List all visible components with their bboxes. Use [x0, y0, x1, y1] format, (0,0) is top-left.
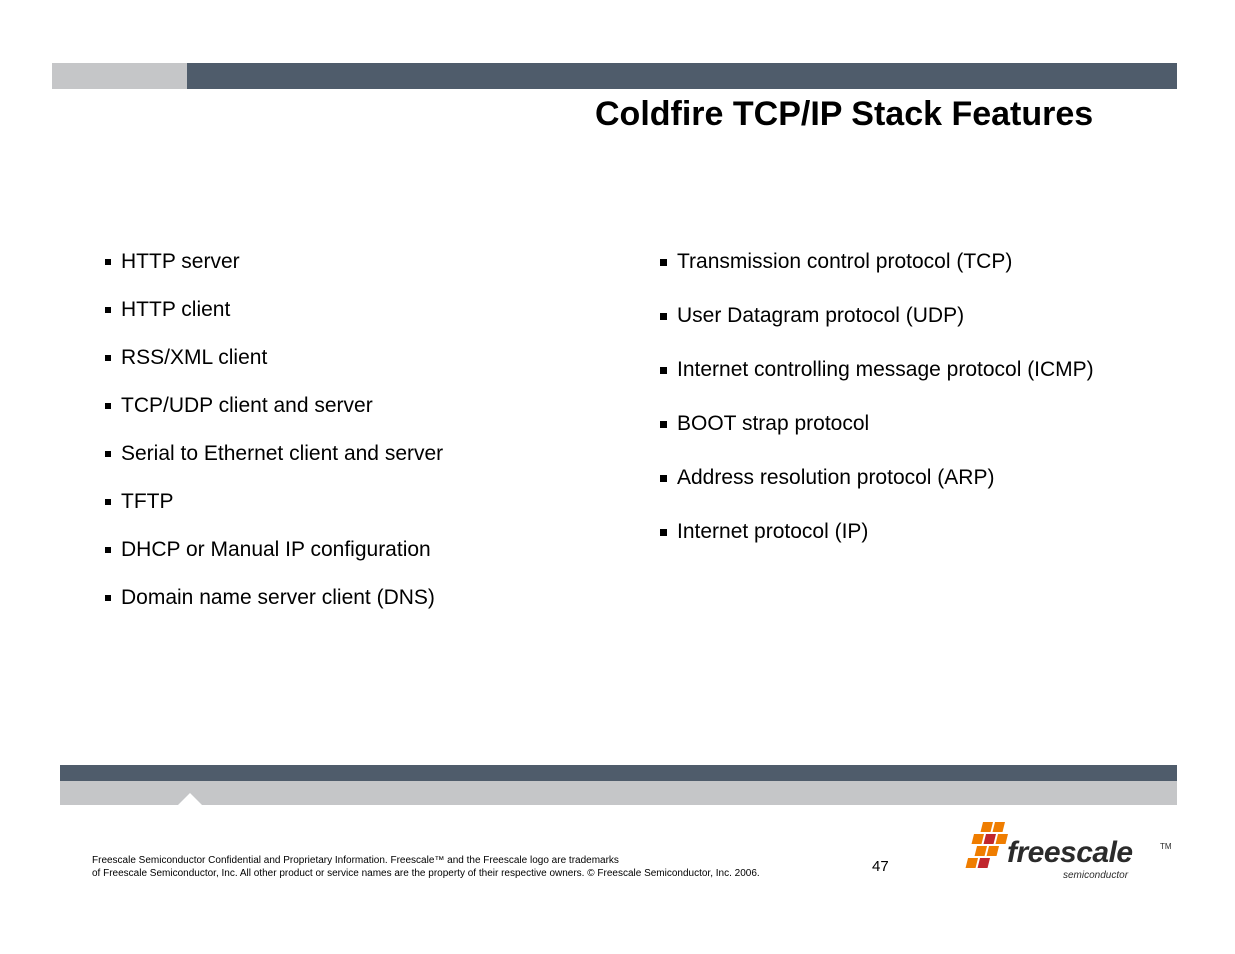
- page-number: 47: [872, 858, 889, 875]
- right-column: Transmission control protocol (TCP) User…: [630, 250, 1155, 634]
- slide-title: Coldfire TCP/IP Stack Features: [595, 95, 1093, 134]
- item-text: Domain name server client (DNS): [121, 586, 435, 610]
- bullet-icon: [660, 529, 667, 536]
- item-text: Internet controlling message protocol (I…: [677, 358, 1094, 382]
- left-column: HTTP server HTTP client RSS/XML client T…: [105, 250, 630, 634]
- logo-subtext: semiconductor: [1063, 870, 1128, 881]
- list-item: HTTP server: [105, 250, 600, 274]
- bullet-icon: [660, 313, 667, 320]
- footer-notch: [178, 793, 202, 805]
- header-gray-bar: [52, 63, 187, 89]
- list-item: Internet protocol (IP): [660, 520, 1155, 544]
- freescale-logo: freescale TM semiconductor: [965, 820, 1175, 890]
- footer-gray-bar: [60, 781, 1177, 805]
- bullet-icon: [660, 259, 667, 266]
- list-item: User Datagram protocol (UDP): [660, 304, 1155, 328]
- footer-disclaimer: Freescale Semiconductor Confidential and…: [92, 854, 852, 880]
- bullet-icon: [105, 451, 111, 457]
- item-text: TFTP: [121, 490, 174, 514]
- item-text: User Datagram protocol (UDP): [677, 304, 964, 328]
- bullet-icon: [105, 307, 111, 313]
- list-item: BOOT strap protocol: [660, 412, 1155, 436]
- item-text: Serial to Ethernet client and server: [121, 442, 443, 466]
- item-text: Address resolution protocol (ARP): [677, 466, 994, 490]
- list-item: DHCP or Manual IP configuration: [105, 538, 600, 562]
- bullet-icon: [105, 403, 111, 409]
- logo-text: freescale: [1007, 836, 1133, 870]
- header-dark-bar: [187, 63, 1177, 89]
- list-item: Internet controlling message protocol (I…: [660, 358, 1155, 382]
- list-item: RSS/XML client: [105, 346, 600, 370]
- list-item: Address resolution protocol (ARP): [660, 466, 1155, 490]
- list-item: TCP/UDP client and server: [105, 394, 600, 418]
- footer-line1: Freescale Semiconductor Confidential and…: [92, 855, 619, 866]
- item-text: RSS/XML client: [121, 346, 267, 370]
- list-item: TFTP: [105, 490, 600, 514]
- bullet-icon: [660, 475, 667, 482]
- footer-dark-bar: [60, 765, 1177, 781]
- bullet-icon: [105, 259, 111, 265]
- list-item: Transmission control protocol (TCP): [660, 250, 1155, 274]
- item-text: Internet protocol (IP): [677, 520, 868, 544]
- item-text: BOOT strap protocol: [677, 412, 869, 436]
- bullet-icon: [105, 355, 111, 361]
- list-item: Domain name server client (DNS): [105, 586, 600, 610]
- bullet-icon: [660, 367, 667, 374]
- logo-trademark: TM: [1160, 842, 1172, 851]
- item-text: DHCP or Manual IP configuration: [121, 538, 431, 562]
- item-text: HTTP client: [121, 298, 230, 322]
- item-text: HTTP server: [121, 250, 240, 274]
- bullet-icon: [105, 595, 111, 601]
- bullet-icon: [105, 547, 111, 553]
- bullet-icon: [105, 499, 111, 505]
- bullet-icon: [660, 421, 667, 428]
- list-item: HTTP client: [105, 298, 600, 322]
- list-item: Serial to Ethernet client and server: [105, 442, 600, 466]
- item-text: Transmission control protocol (TCP): [677, 250, 1012, 274]
- logo-chevrons-icon: [965, 822, 1009, 878]
- item-text: TCP/UDP client and server: [121, 394, 373, 418]
- footer-line2: of Freescale Semiconductor, Inc. All oth…: [92, 868, 760, 879]
- content-area: HTTP server HTTP client RSS/XML client T…: [105, 250, 1155, 634]
